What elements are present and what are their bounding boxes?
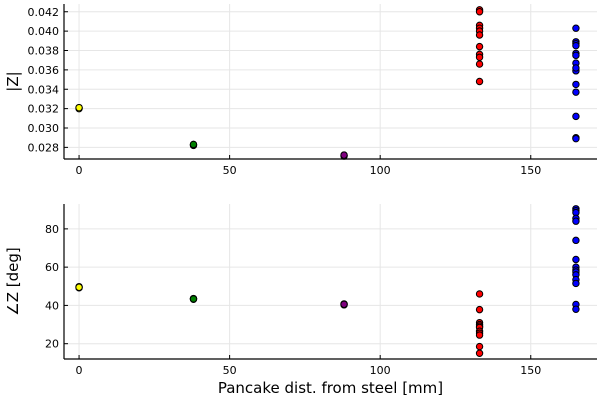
data-point (572, 80, 580, 89)
data-point (475, 342, 484, 351)
data-point (189, 295, 198, 303)
y-tick-label: 20 (45, 338, 59, 351)
data-point (475, 8, 484, 16)
data-point (572, 279, 580, 288)
data-point (572, 88, 580, 96)
y-tick-label: 0.036 (28, 64, 60, 77)
y-tick-label: 60 (45, 261, 59, 274)
x-tick-label: 50 (223, 364, 237, 377)
x-tick-label: 150 (520, 164, 541, 177)
y-tick-label: 40 (45, 299, 59, 312)
data-point (340, 151, 348, 159)
data-point (572, 24, 580, 32)
y-tick-label: 0.032 (28, 103, 60, 116)
y-tick-label: 0.028 (28, 141, 60, 154)
data-point (572, 51, 580, 60)
x-tick-label: 100 (370, 364, 391, 377)
data-point (475, 53, 484, 61)
x-tick-label: 100 (370, 164, 391, 177)
x-tick-label: 50 (223, 164, 237, 177)
x-axis-label: Pancake dist. from steel [mm] (218, 379, 443, 397)
y-tick-label: 80 (45, 223, 59, 236)
data-point (75, 103, 83, 112)
data-point (189, 140, 198, 149)
impedance-magnitude-plot: 0 50 100 150 0.028 0.030 0.032 0.034 0.036 0.038 0… (4, 4, 597, 177)
x-tick-label: 0 (76, 164, 83, 177)
data-point (340, 300, 348, 308)
data-point (572, 305, 580, 313)
y-tick-label: 0.034 (28, 83, 60, 96)
x-tick-label: 0 (76, 364, 83, 377)
data-point (475, 305, 484, 314)
data-point (475, 77, 484, 86)
x-tick-label: 150 (520, 364, 541, 377)
y-axis-label: |Z| (4, 71, 22, 91)
data-point (475, 42, 484, 51)
y-tick-label: 0.042 (28, 6, 60, 19)
y-axis-label: ∠Z [deg] (4, 247, 22, 315)
data-point (572, 134, 580, 143)
data-point (572, 217, 580, 225)
y-tick-label: 0.030 (28, 122, 60, 135)
data-point (475, 31, 484, 39)
impedance-angle-plot: 0 50 100 150 20 40 60 80 ∠Z [deg] Pancake dist. f… (4, 204, 597, 397)
data-point (572, 255, 580, 264)
y-tick-label: 0.040 (28, 25, 60, 38)
data-point (475, 290, 484, 298)
data-point (572, 236, 580, 245)
data-point (572, 64, 580, 72)
data-point (572, 112, 580, 121)
data-point (475, 331, 484, 339)
data-point (475, 349, 484, 357)
data-point (572, 41, 580, 50)
data-point (75, 283, 83, 291)
y-tick-label: 0.038 (28, 45, 60, 58)
data-point (475, 60, 484, 68)
